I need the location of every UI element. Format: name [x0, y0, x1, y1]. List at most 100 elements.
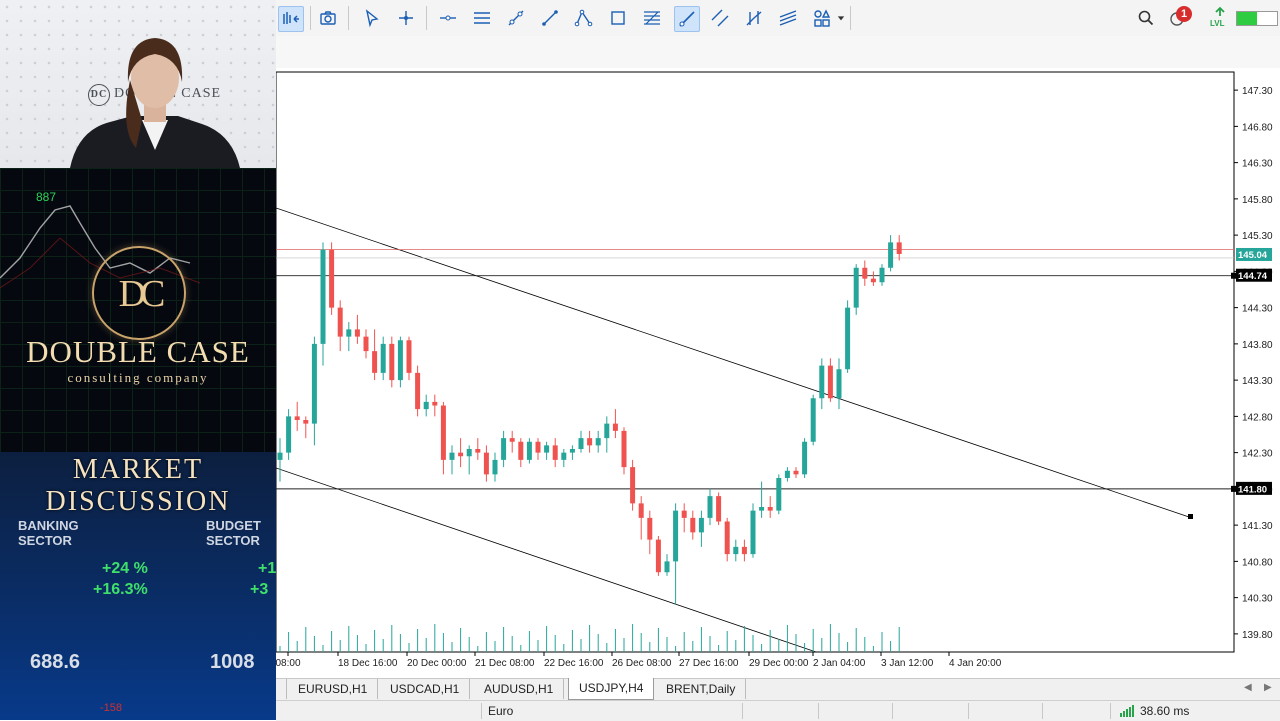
screenshot-icon[interactable] — [316, 6, 340, 30]
candle-body — [698, 517, 704, 533]
candle-body — [690, 517, 696, 533]
candle-body — [389, 343, 395, 381]
candle-body — [784, 470, 790, 478]
candle-body — [475, 449, 481, 453]
price-axis-label: 145.30 — [1242, 231, 1273, 242]
presenter-silhouette — [70, 38, 240, 168]
trend-angle-icon[interactable] — [504, 6, 528, 30]
candle-body — [501, 438, 507, 460]
candle-body — [767, 507, 773, 511]
search-icon[interactable] — [1134, 6, 1158, 30]
ping-signal-icon — [1120, 705, 1134, 717]
brand-subtitle: consulting company — [67, 370, 209, 385]
candle-body — [724, 521, 730, 555]
level-handle — [1231, 272, 1237, 279]
candle-body — [630, 467, 636, 504]
candle-body — [432, 401, 438, 406]
candle-body — [716, 496, 722, 522]
candle-body — [612, 423, 618, 431]
candle-body — [363, 336, 369, 352]
profile-label[interactable]: Euro — [488, 704, 514, 718]
time-axis-label: 20 Dec 00:00 — [407, 658, 467, 669]
price-axis-label: 144.30 — [1242, 304, 1273, 315]
price-axis-label: 147.30 — [1242, 86, 1273, 97]
chart-bars-icon[interactable] — [278, 6, 304, 32]
time-axis-label: 18 Dec 16:00 — [338, 658, 398, 669]
candle-body — [311, 343, 317, 424]
tabs-scroll-right-icon[interactable]: ▶ — [1264, 682, 1272, 693]
candle-body — [879, 267, 885, 283]
time-axis-label: 29 Dec 00:00 — [749, 658, 809, 669]
toolbar-secondary-row — [276, 36, 1280, 69]
drawing-toolbar: 1 LVL — [276, 0, 1280, 37]
price-axis-label: 146.80 — [1242, 122, 1273, 133]
time-axis-label: 21 Dec 08:00 — [475, 658, 535, 669]
candle-body — [509, 438, 515, 442]
current-price-tag — [1236, 247, 1272, 261]
parallel-channel-icon[interactable] — [708, 6, 732, 30]
candle-body — [759, 507, 765, 511]
tabs-scroll-left-icon[interactable]: ◀ — [1244, 682, 1252, 693]
tab-usdjpy[interactable]: USDJPY,H4 — [568, 678, 655, 700]
andrews-pitchfork-icon[interactable] — [742, 6, 766, 30]
candle-body — [320, 249, 326, 344]
status-bar: Euro 38.60 ms — [276, 700, 1280, 721]
price-axis-label: 139.80 — [1242, 630, 1273, 641]
candle-body — [372, 351, 378, 373]
candle-body — [303, 420, 309, 424]
tab-usdcad[interactable]: USDCAD,H1 — [380, 679, 471, 699]
candle-body — [810, 398, 816, 442]
wall-logo-mark: DC — [88, 84, 110, 106]
market-discussion-section: MARKET DISCUSSION BANKING SECTOR BUDGET … — [0, 452, 276, 720]
candle-body — [862, 267, 868, 279]
polyline-icon[interactable] — [572, 6, 596, 30]
tab-eurusd[interactable]: EURUSD,H1 — [288, 679, 379, 699]
candle-body — [423, 401, 429, 410]
current-price-label: 145.04 — [1238, 250, 1268, 261]
price-axis-label: 142.30 — [1242, 449, 1273, 460]
level-handle — [1231, 485, 1237, 492]
candle-body — [346, 329, 352, 337]
shapes-dropdown-icon[interactable] — [834, 6, 848, 30]
candle-body — [793, 470, 799, 475]
candle-body — [604, 423, 610, 439]
candle-body — [870, 278, 876, 283]
candle-body — [544, 445, 550, 453]
candle-body — [518, 441, 524, 460]
budget-pct-1: +1 — [258, 560, 276, 577]
tab-brent[interactable]: BRENT,Daily — [656, 679, 747, 699]
candle-body — [440, 405, 446, 460]
shapes-icon[interactable] — [810, 6, 834, 30]
equidistant-channel-icon[interactable] — [470, 6, 494, 30]
cursor-icon[interactable] — [360, 6, 384, 30]
market-title-line2: DISCUSSION — [45, 486, 231, 517]
candle-body — [664, 561, 670, 573]
candle-body — [845, 307, 851, 370]
candle-body — [888, 242, 894, 268]
tab-audusd[interactable]: AUDUSD,H1 — [474, 679, 565, 699]
price-chart[interactable]: 147.30146.80146.30145.80145.30144.80144.… — [276, 68, 1280, 678]
ray-icon[interactable] — [674, 6, 700, 32]
candle-body — [329, 249, 335, 308]
candle-body — [827, 365, 833, 399]
regression-channel-icon[interactable] — [776, 6, 800, 30]
banking-value: 688.6 — [30, 651, 81, 673]
candle-body — [294, 416, 300, 420]
budget-pct-2: +3 — [250, 581, 269, 598]
candle-body — [415, 372, 421, 410]
rectangle-icon[interactable] — [606, 6, 630, 30]
time-axis-label: 22 Dec 16:00 — [544, 658, 604, 669]
signal-level-icon[interactable]: LVL — [1210, 6, 1230, 30]
trend-line-icon[interactable] — [538, 6, 562, 30]
candle-body — [595, 438, 601, 446]
candle-body — [277, 452, 283, 460]
notification-badge: 1 — [1176, 6, 1192, 22]
crosshair-icon[interactable] — [394, 6, 418, 30]
fibonacci-icon[interactable] — [640, 6, 664, 30]
price-axis-label: 143.30 — [1242, 376, 1273, 387]
horizontal-line-icon[interactable] — [436, 6, 460, 30]
candle-body — [647, 517, 653, 540]
candle-body — [354, 329, 360, 337]
brand-monogram: DC — [118, 273, 166, 315]
